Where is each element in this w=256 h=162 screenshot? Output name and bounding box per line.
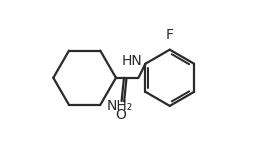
Text: F: F (166, 28, 174, 42)
Text: O: O (115, 108, 126, 122)
Text: NH₂: NH₂ (107, 99, 133, 113)
Text: HN: HN (122, 54, 142, 68)
